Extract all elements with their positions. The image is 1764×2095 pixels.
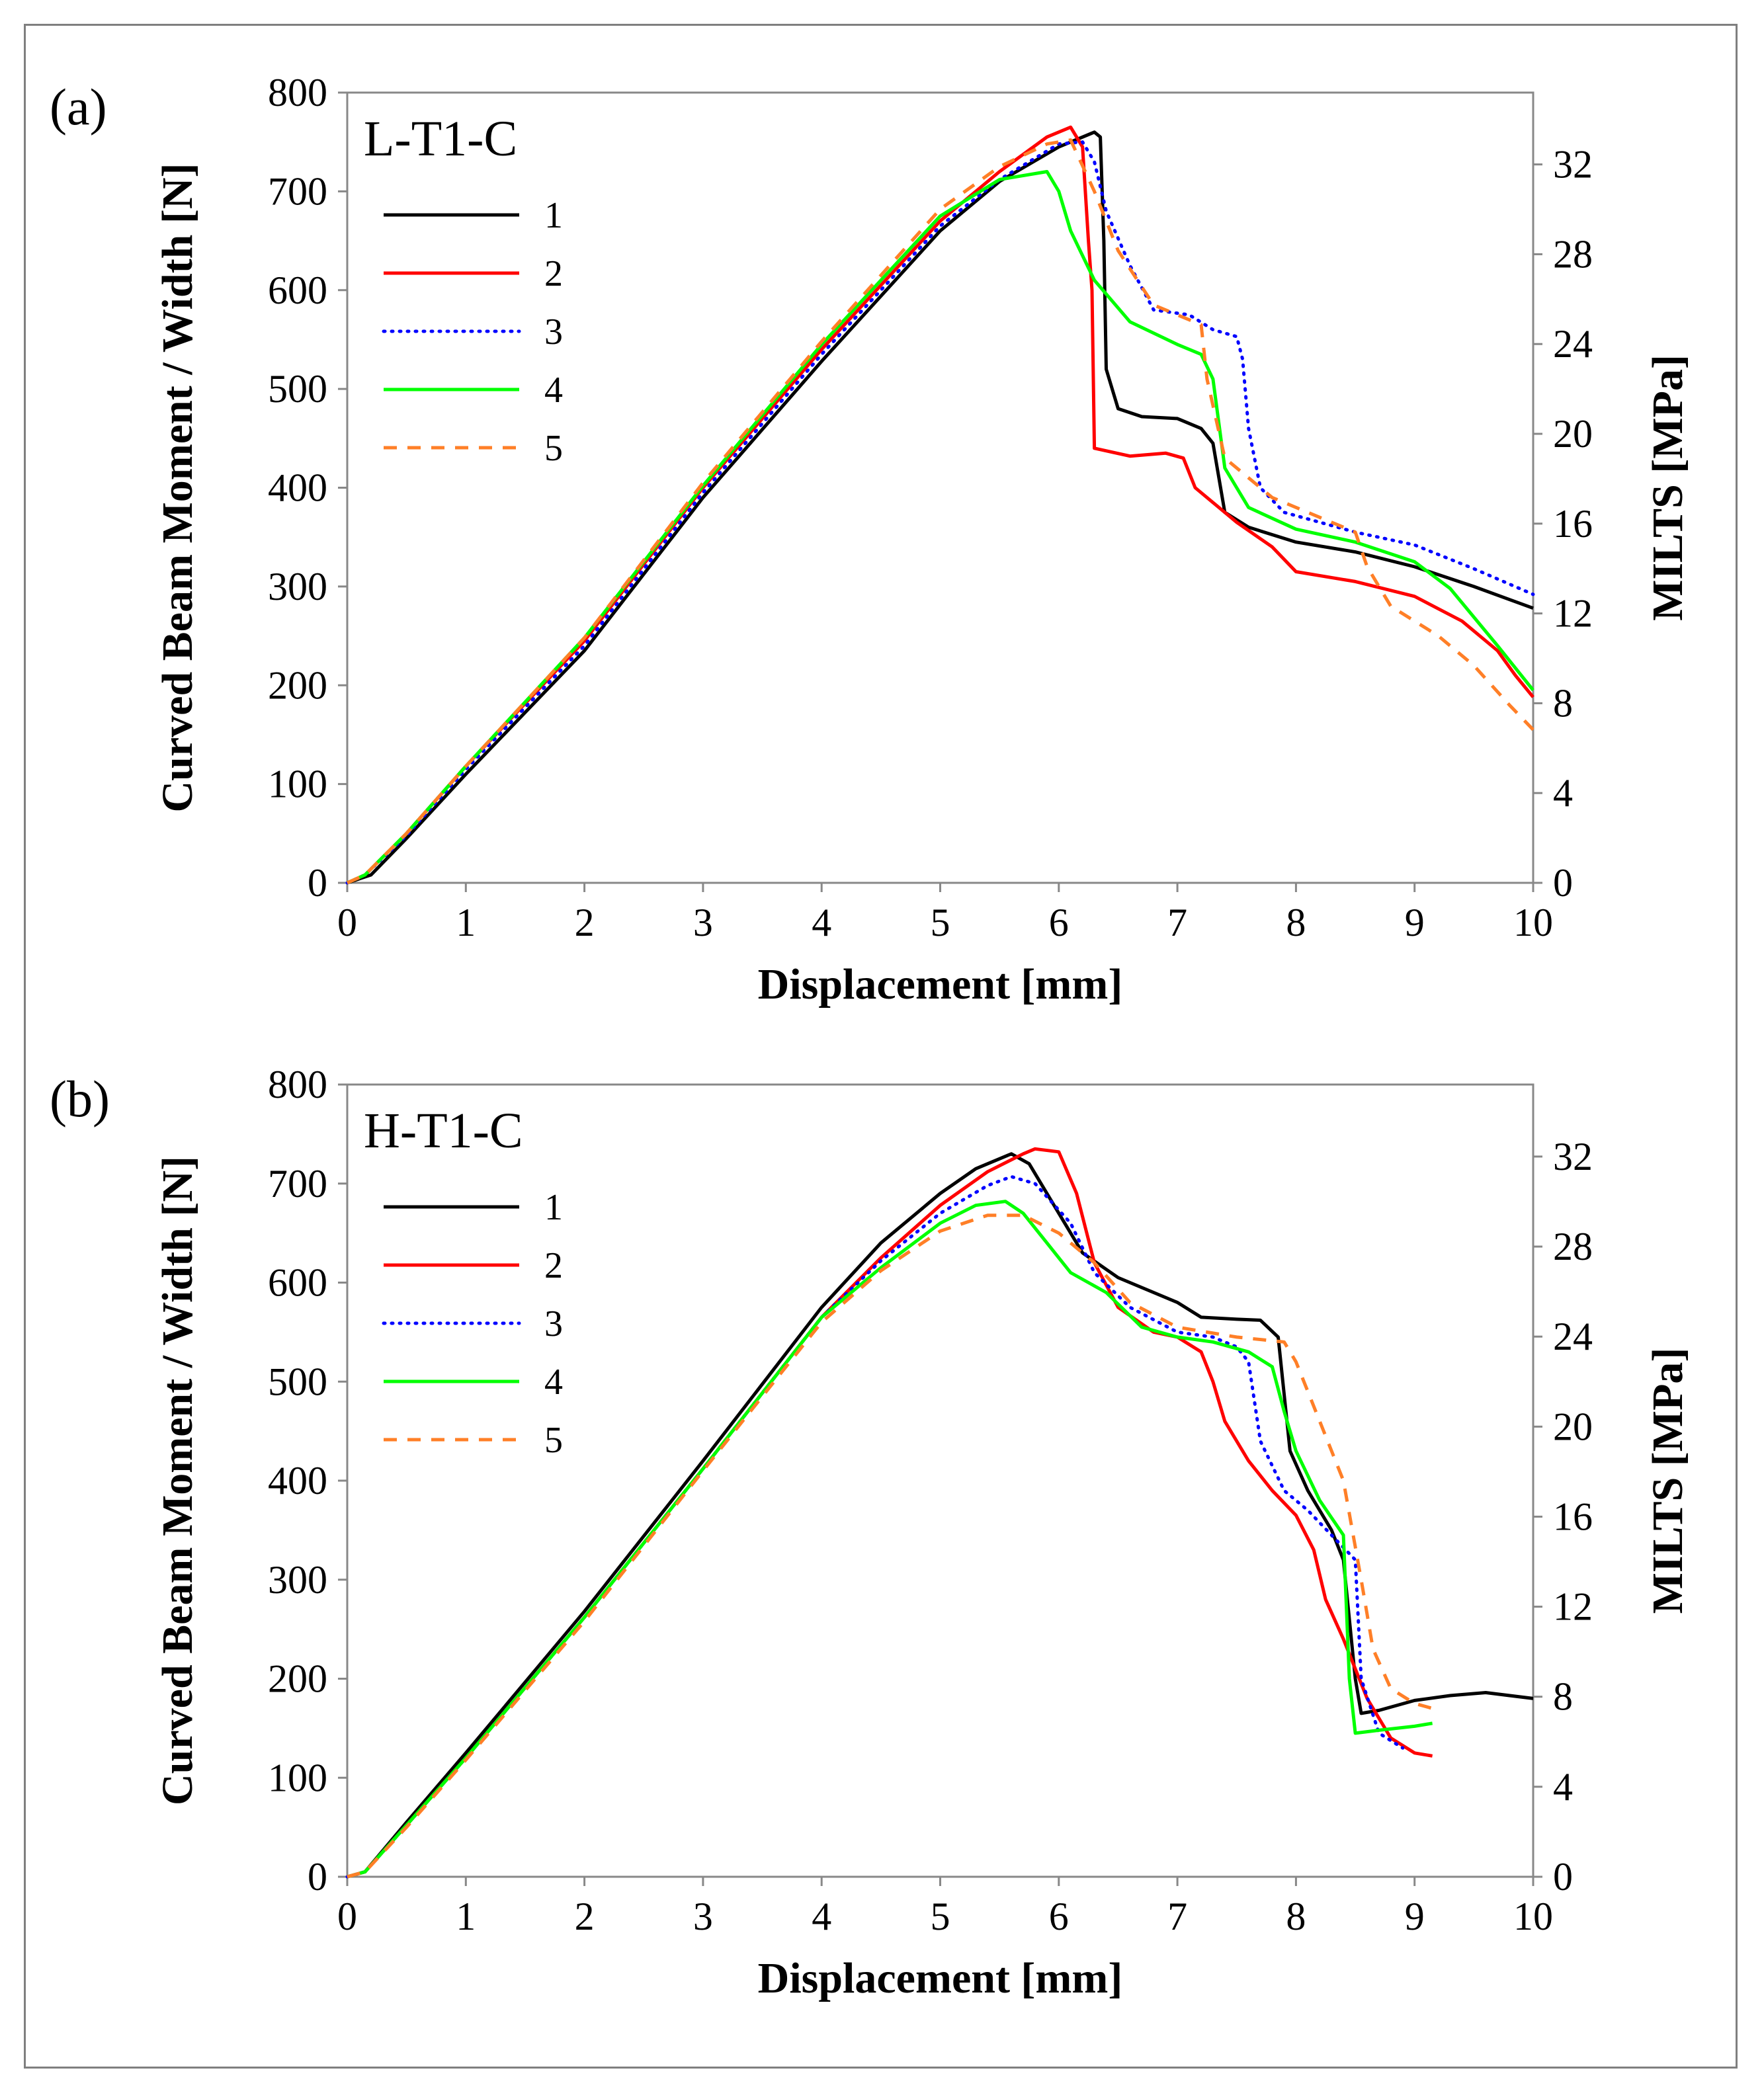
y2-axis-title: MILTS [MPa] bbox=[1644, 354, 1692, 621]
x-tick-label: 2 bbox=[575, 1895, 595, 1938]
x-tick-label: 2 bbox=[575, 901, 595, 944]
y-tick-label: 700 bbox=[268, 1162, 327, 1206]
plot-area-border bbox=[346, 91, 1534, 884]
chart-title: L-T1-C bbox=[364, 111, 517, 167]
y2-tick-label: 8 bbox=[1553, 681, 1573, 725]
chart-panel-a: 0 1 2 3 4 5 6 7 8 9 100100200300400500600700800048… bbox=[50, 71, 1692, 1008]
y2-tick-label: 8 bbox=[1553, 1675, 1573, 1719]
series-line-5 bbox=[346, 138, 1534, 885]
y-tick-label: 800 bbox=[268, 71, 327, 114]
x-tick-label: 9 bbox=[1405, 1895, 1425, 1938]
y2-tick-label: 12 bbox=[1553, 1585, 1593, 1629]
series-line-1 bbox=[347, 130, 1534, 885]
y-tick-label: 100 bbox=[268, 762, 327, 806]
x-tick-label: 0 bbox=[337, 1895, 357, 1938]
y-tick-label: 300 bbox=[268, 1558, 327, 1602]
y-tick-label: 500 bbox=[268, 367, 327, 411]
y2-tick-label: 4 bbox=[1553, 771, 1573, 815]
x-tick-label: 1 bbox=[456, 901, 476, 944]
legend-label-4: 4 bbox=[544, 370, 563, 411]
y2-tick-label: 24 bbox=[1553, 322, 1593, 366]
y2-tick-label: 24 bbox=[1553, 1315, 1593, 1358]
series-line-3 bbox=[345, 1174, 1405, 1879]
chart-panel-b: 0 1 2 3 4 5 6 7 8 9 100100200300400500600700800048… bbox=[50, 1063, 1692, 2002]
y2-tick-label: 16 bbox=[1553, 1495, 1593, 1538]
x-axis-title: Displacement [mm] bbox=[758, 1954, 1123, 2002]
x-tick-label: 3 bbox=[693, 901, 713, 944]
series-line-4 bbox=[346, 170, 1534, 885]
y2-tick-label: 4 bbox=[1553, 1765, 1573, 1809]
x-tick-label: 0 bbox=[337, 901, 357, 944]
series-line-5 bbox=[347, 1213, 1433, 1879]
y-tick-label: 500 bbox=[268, 1360, 327, 1403]
legend-label-1: 1 bbox=[544, 195, 563, 236]
legend-label-5: 5 bbox=[544, 1420, 563, 1461]
x-tick-label: 6 bbox=[1049, 1895, 1069, 1938]
legend-label-2: 2 bbox=[544, 1245, 563, 1286]
x-tick-label: 4 bbox=[812, 1895, 831, 1938]
panel-label: (a) bbox=[50, 78, 107, 136]
series-line-2 bbox=[346, 125, 1534, 885]
x-tick-label: 1 bbox=[456, 1895, 476, 1938]
series-line-4 bbox=[347, 1200, 1433, 1879]
y2-tick-label: 12 bbox=[1553, 592, 1593, 636]
x-axis-title: Displacement [mm] bbox=[758, 960, 1123, 1008]
legend-label-3: 3 bbox=[544, 311, 563, 352]
y-tick-label: 100 bbox=[268, 1756, 327, 1799]
y-tick-label: 200 bbox=[268, 663, 327, 707]
x-tick-label: 7 bbox=[1167, 901, 1187, 944]
series-line-2 bbox=[347, 1147, 1433, 1879]
legend-label-3: 3 bbox=[544, 1303, 563, 1344]
y2-tick-label: 16 bbox=[1553, 502, 1593, 546]
y-tick-label: 300 bbox=[268, 565, 327, 608]
x-tick-label: 8 bbox=[1286, 1895, 1306, 1938]
y-axis-title: Curved Beam Moment / Width [N] bbox=[153, 1156, 202, 1805]
y2-tick-label: 32 bbox=[1553, 143, 1593, 186]
legend-label-1: 1 bbox=[544, 1187, 563, 1228]
legend-label-5: 5 bbox=[544, 428, 563, 469]
y2-tick-label: 0 bbox=[1553, 861, 1573, 905]
y-tick-label: 700 bbox=[268, 169, 327, 213]
series-line-3 bbox=[345, 140, 1535, 885]
y2-tick-label: 28 bbox=[1553, 232, 1593, 276]
y-tick-label: 800 bbox=[268, 1063, 327, 1106]
series-line-1 bbox=[347, 1152, 1534, 1879]
x-tick-label: 10 bbox=[1513, 1895, 1553, 1938]
y-tick-label: 600 bbox=[268, 268, 327, 312]
figure-frame bbox=[24, 24, 1738, 2069]
y-tick-label: 600 bbox=[268, 1261, 327, 1305]
y2-tick-label: 32 bbox=[1553, 1135, 1593, 1178]
chart-title: H-T1-C bbox=[364, 1103, 523, 1159]
legend-label-4: 4 bbox=[544, 1362, 563, 1403]
legend-label-2: 2 bbox=[544, 253, 563, 294]
x-tick-label: 5 bbox=[931, 901, 950, 944]
x-tick-label: 3 bbox=[693, 1895, 713, 1938]
y-tick-label: 200 bbox=[268, 1657, 327, 1701]
y-axis-title: Curved Beam Moment / Width [N] bbox=[153, 163, 202, 812]
x-tick-label: 8 bbox=[1286, 901, 1306, 944]
x-tick-label: 10 bbox=[1513, 901, 1553, 944]
x-tick-label: 5 bbox=[931, 1895, 950, 1938]
x-tick-label: 7 bbox=[1167, 1895, 1187, 1938]
x-tick-label: 6 bbox=[1049, 901, 1069, 944]
x-tick-label: 4 bbox=[812, 901, 831, 944]
panel-label: (b) bbox=[50, 1070, 110, 1128]
y2-tick-label: 0 bbox=[1553, 1855, 1573, 1899]
y2-tick-label: 28 bbox=[1553, 1225, 1593, 1268]
y-tick-label: 400 bbox=[268, 466, 327, 510]
x-tick-label: 9 bbox=[1405, 901, 1425, 944]
y2-tick-label: 20 bbox=[1553, 1405, 1593, 1448]
y2-axis-title: MILTS [MPa] bbox=[1644, 1348, 1692, 1614]
y2-tick-label: 20 bbox=[1553, 412, 1593, 456]
y-tick-label: 0 bbox=[308, 1855, 327, 1899]
y-tick-label: 400 bbox=[268, 1459, 327, 1502]
y-tick-label: 0 bbox=[308, 861, 327, 905]
